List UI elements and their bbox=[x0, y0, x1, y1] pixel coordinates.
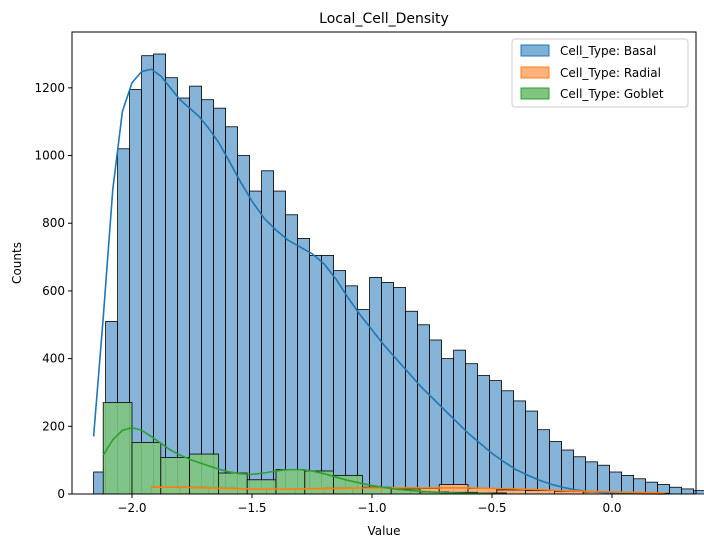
histogram-bar bbox=[381, 282, 395, 495]
kde-line-series-2 bbox=[102, 426, 493, 495]
histogram-bar bbox=[217, 472, 248, 495]
x-tick-label: −2.0 bbox=[117, 501, 146, 515]
y-tick-label: 200 bbox=[42, 419, 65, 433]
legend-label-goblet: Cell_Type: Goblet bbox=[560, 87, 664, 101]
histogram-bar bbox=[237, 155, 251, 495]
histogram-bar bbox=[525, 490, 555, 495]
histogram-bar bbox=[525, 410, 538, 495]
y-tick-label: 0 bbox=[57, 487, 65, 501]
legend-label-radial: Cell_Type: Radial bbox=[560, 66, 661, 80]
histogram-bar bbox=[201, 99, 215, 495]
histogram-bar bbox=[669, 486, 682, 495]
y-tick-label: 1200 bbox=[34, 81, 65, 95]
histogram-bar bbox=[429, 339, 443, 495]
legend-label-basal: Cell_Type: Basal bbox=[560, 44, 656, 58]
x-tick-label: −1.5 bbox=[237, 501, 266, 515]
histogram-bar bbox=[189, 85, 203, 495]
histogram-bar bbox=[297, 238, 311, 495]
histogram-bar bbox=[261, 170, 275, 495]
histogram-bar bbox=[321, 254, 335, 495]
x-tick-label: −0.5 bbox=[477, 501, 506, 515]
histogram-bar bbox=[573, 456, 586, 495]
histogram-bar bbox=[141, 55, 155, 495]
y-axis-label: Counts bbox=[10, 242, 24, 284]
histogram-bar bbox=[609, 471, 622, 495]
axes-frame bbox=[71, 31, 697, 495]
histogram-bar bbox=[465, 363, 479, 495]
histogram-bar bbox=[489, 380, 503, 495]
histogram-bar bbox=[477, 375, 491, 495]
x-tick-label: 0.0 bbox=[602, 501, 621, 515]
histogram-bar bbox=[693, 490, 704, 495]
y-tick-label: 1000 bbox=[34, 149, 65, 163]
x-tick-label: −1.0 bbox=[357, 501, 386, 515]
legend-swatch-radial bbox=[520, 66, 550, 79]
x-axis-ticks: −2.0 −1.5 −1.0 −0.5 0.0 bbox=[117, 494, 622, 515]
histogram-bar bbox=[153, 53, 167, 495]
histogram-bar bbox=[369, 276, 383, 495]
kde-line-series-0 bbox=[92, 68, 665, 495]
histogram-bar bbox=[345, 285, 359, 495]
histogram-bar bbox=[246, 479, 277, 495]
histogram-bar bbox=[513, 400, 526, 495]
histogram-bar bbox=[441, 358, 455, 495]
y-tick-label: 600 bbox=[42, 284, 65, 298]
histogram-bar bbox=[501, 390, 515, 495]
histogram-bar bbox=[621, 474, 634, 495]
histogram-bar bbox=[681, 488, 694, 495]
histogram-bar bbox=[309, 254, 323, 495]
legend-frame bbox=[511, 38, 689, 108]
histogram-bar bbox=[177, 97, 191, 495]
histogram-bar bbox=[275, 469, 306, 495]
chart-title: Local_Cell_Density bbox=[319, 11, 449, 27]
histogram-bar bbox=[285, 214, 299, 495]
y-axis-ticks: 0 200 400 600 800 1000 1200 bbox=[34, 81, 72, 501]
histogram-bar bbox=[537, 429, 550, 495]
histogram-bar bbox=[131, 442, 162, 495]
histogram-bar bbox=[160, 457, 191, 495]
legend: Cell_Type: Basal Cell_Type: Radial Cell_… bbox=[511, 38, 689, 108]
histogram-bar bbox=[585, 461, 598, 495]
histogram-bar bbox=[333, 270, 347, 495]
x-axis-label: Value bbox=[368, 524, 401, 538]
histogram-bar bbox=[597, 464, 610, 495]
kde-line-series-1 bbox=[151, 486, 665, 494]
y-tick-label: 400 bbox=[42, 352, 65, 366]
histogram-bar bbox=[249, 190, 263, 495]
histogram-bar bbox=[357, 309, 371, 495]
histogram-bar bbox=[225, 126, 239, 495]
histogram-bar bbox=[417, 324, 431, 495]
histogram-bar bbox=[165, 77, 179, 495]
histogram-bar bbox=[213, 107, 227, 495]
histogram-bar bbox=[453, 349, 467, 495]
histogram-bar bbox=[393, 287, 407, 495]
legend-swatch-basal bbox=[520, 44, 550, 57]
histogram-bar bbox=[405, 310, 419, 495]
y-tick-label: 800 bbox=[42, 216, 65, 230]
legend-swatch-goblet bbox=[520, 87, 550, 100]
